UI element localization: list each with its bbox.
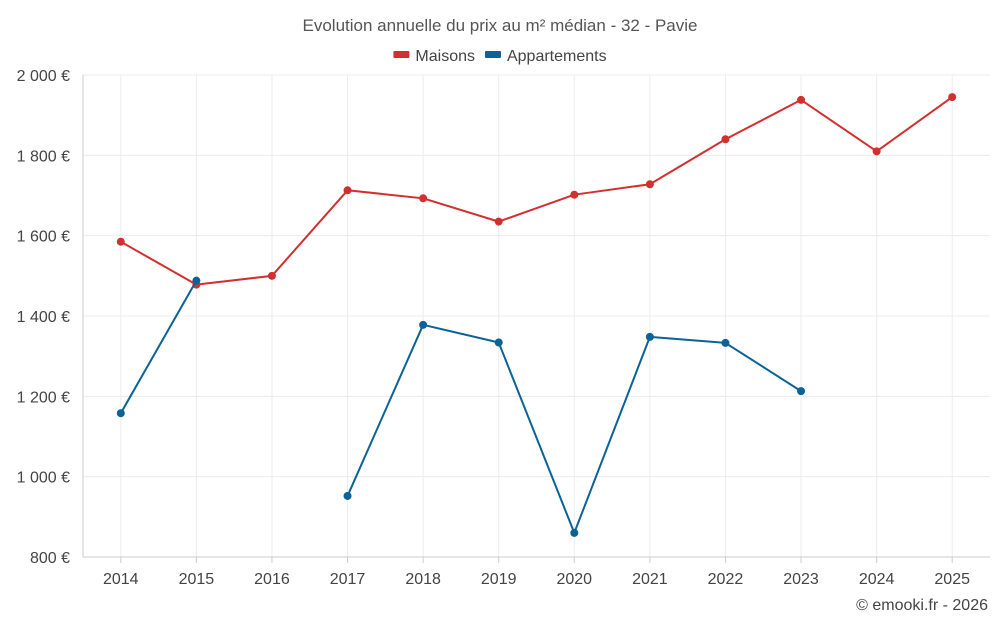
data-point-appartements[interactable]: [494, 338, 503, 347]
legend-label: Appartements: [507, 48, 607, 65]
data-point-maisons[interactable]: [343, 186, 352, 195]
y-tick-label: 800 €: [30, 550, 70, 567]
data-point-maisons[interactable]: [419, 194, 428, 203]
x-tick-label: 2019: [481, 571, 517, 588]
gridlines: [83, 74, 990, 557]
data-point-appartements[interactable]: [116, 409, 125, 418]
x-tick-label: 2018: [405, 571, 441, 588]
legend-swatch: [393, 51, 410, 58]
legend-label: Maisons: [415, 48, 475, 65]
chart-title: Evolution annuelle du prix au m² médian …: [303, 16, 698, 35]
data-point-maisons[interactable]: [116, 237, 125, 246]
x-tick-label: 2023: [783, 571, 819, 588]
data-point-appartements[interactable]: [419, 320, 428, 329]
y-tick-label: 1 200 €: [17, 389, 70, 406]
y-tick-label: 1 400 €: [17, 309, 70, 326]
y-tick-label: 1 000 €: [17, 470, 70, 487]
data-point-appartements[interactable]: [343, 491, 352, 500]
series-appartements: [116, 276, 806, 537]
data-point-maisons[interactable]: [797, 95, 806, 104]
x-tick-label: 2021: [632, 571, 668, 588]
data-point-maisons[interactable]: [267, 271, 276, 280]
series-line-appartements: [119, 280, 198, 414]
data-point-maisons[interactable]: [645, 180, 654, 189]
data-point-appartements[interactable]: [192, 276, 201, 285]
data-point-maisons[interactable]: [721, 135, 730, 144]
data-point-appartements[interactable]: [645, 332, 654, 341]
y-tick-label: 1 600 €: [17, 229, 70, 246]
y-tick-label: 1 800 €: [17, 148, 70, 165]
x-tick-label: 2022: [708, 571, 744, 588]
x-tick-label: 2015: [179, 571, 215, 588]
data-point-maisons[interactable]: [570, 190, 579, 199]
x-tick-label: 2024: [859, 571, 895, 588]
x-tick-label: 2017: [330, 571, 366, 588]
axes: 800 € 1 000 € 1 200 € 1 400 € 1 600 € 1 800 €…: [17, 68, 990, 588]
x-tick-label: 2025: [934, 571, 970, 588]
credit-text: © emooki.fr - 2026: [856, 597, 988, 614]
data-point-maisons[interactable]: [872, 147, 881, 156]
series-layer: [116, 93, 957, 537]
data-point-appartements[interactable]: [797, 387, 806, 396]
data-point-appartements[interactable]: [721, 338, 730, 347]
x-tick-label: 2014: [103, 571, 139, 588]
data-point-maisons[interactable]: [494, 217, 503, 226]
x-tick-label: 2016: [254, 571, 290, 588]
legend: Maisons Appartements: [393, 48, 607, 65]
y-tick-label: 2 000 €: [17, 68, 70, 85]
data-point-maisons[interactable]: [948, 93, 957, 102]
series-maisons: [116, 93, 957, 289]
legend-item-appartements[interactable]: Appartements: [484, 48, 607, 65]
data-point-appartements[interactable]: [570, 528, 579, 537]
x-tick-label: 2020: [556, 571, 592, 588]
legend-swatch: [484, 51, 501, 58]
series-line-maisons: [120, 96, 953, 286]
legend-item-maisons[interactable]: Maisons: [393, 48, 475, 65]
